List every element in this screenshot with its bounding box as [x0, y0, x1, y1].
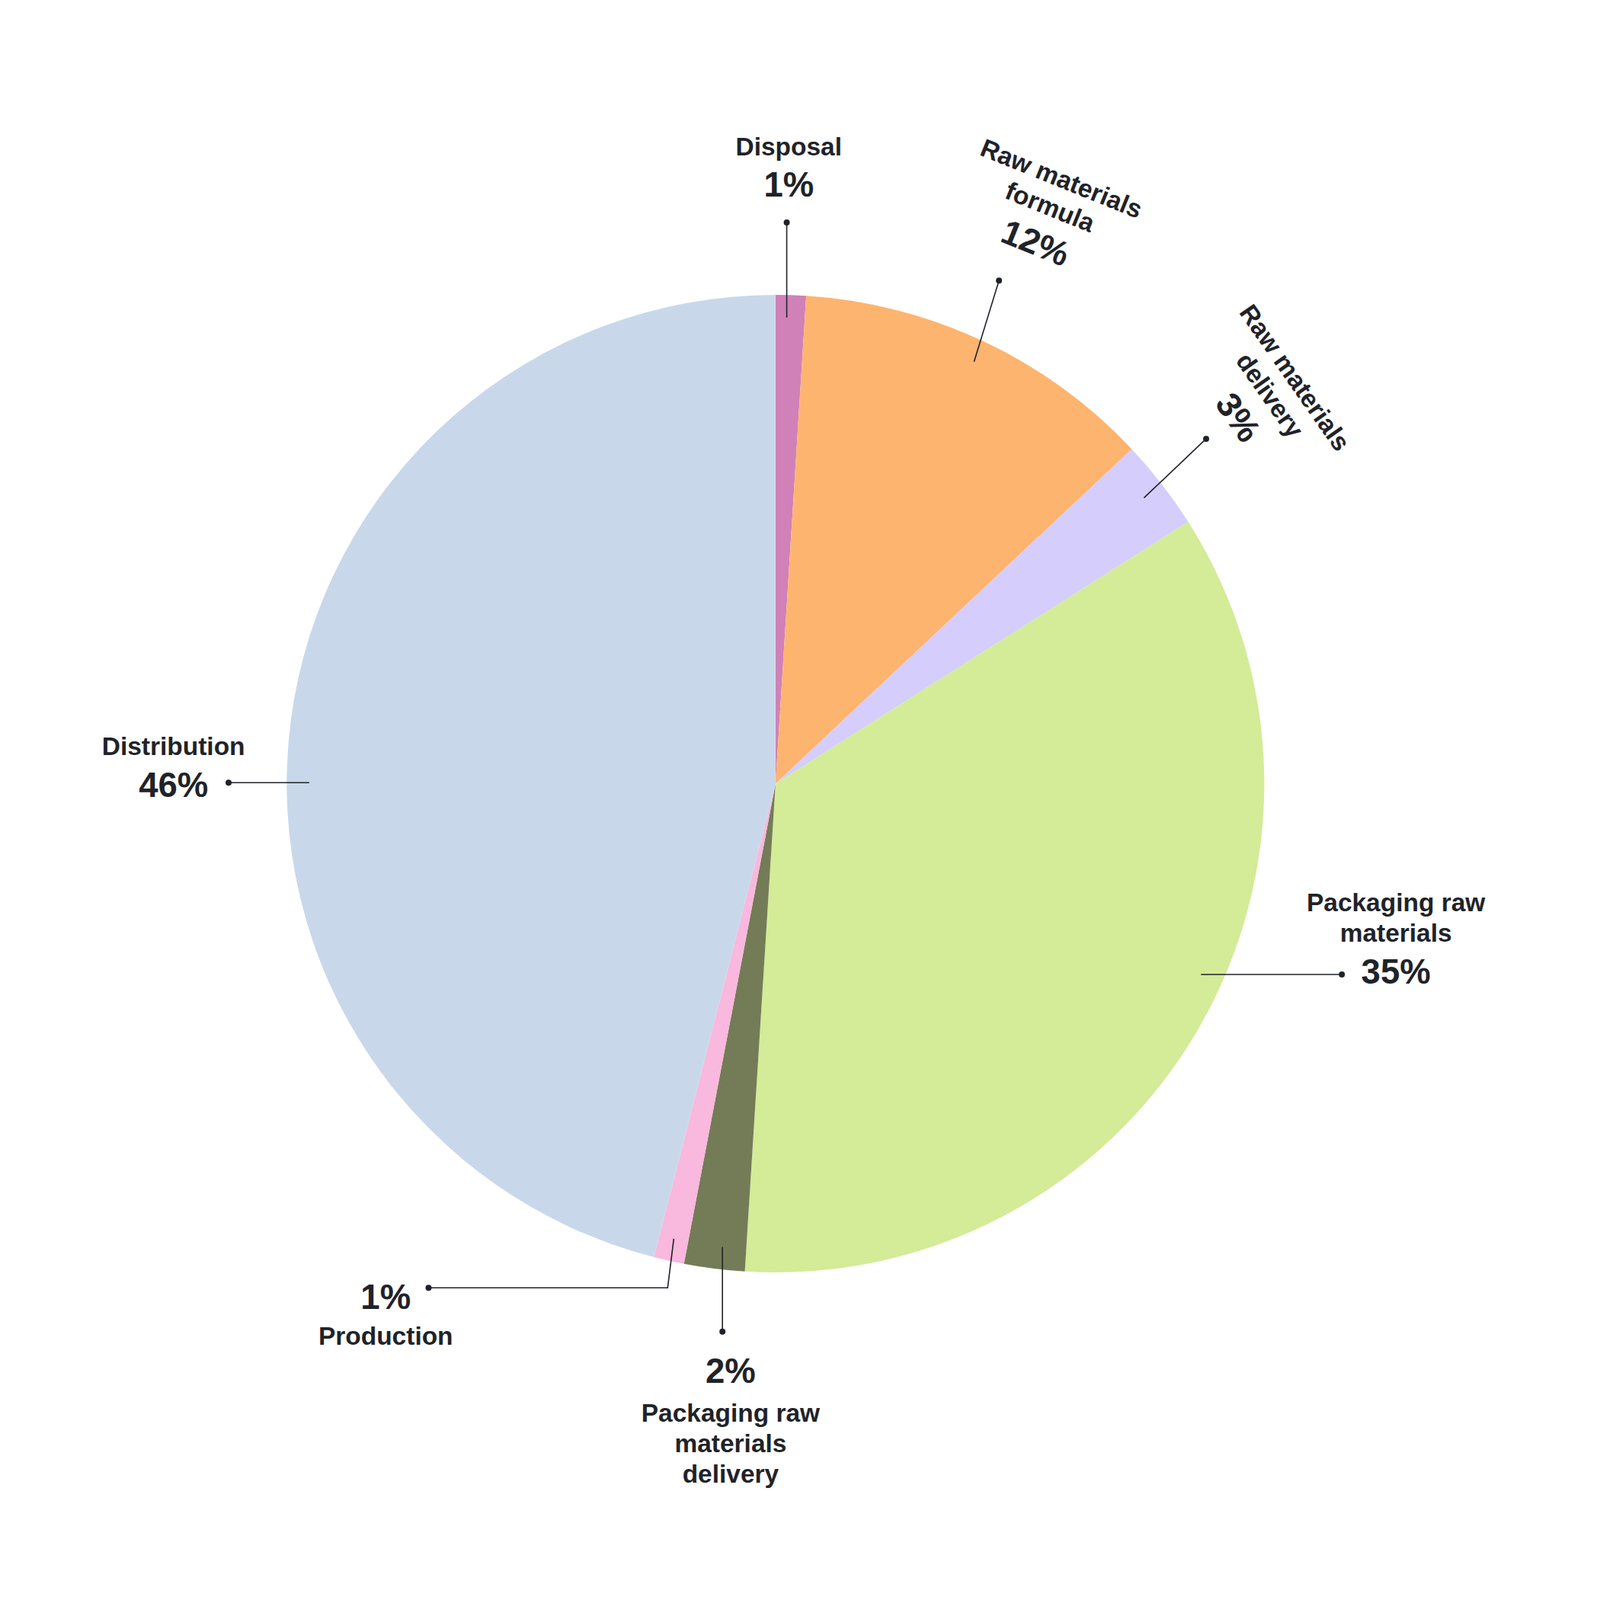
value-label: 2%: [705, 1351, 756, 1391]
slice-label: Packaging rawmaterialsdelivery 2%: [641, 1351, 821, 1488]
leader-dot: [784, 219, 791, 226]
category-label-line: Packaging raw: [641, 1398, 821, 1428]
value-label: 1%: [360, 1277, 411, 1317]
leader-line: [786, 222, 788, 318]
category-label: Disposal: [736, 132, 843, 161]
category-label: Distribution: [102, 732, 246, 761]
value-label: 12%: [995, 211, 1076, 274]
category-label: Raw materialsdelivery: [1209, 299, 1356, 474]
leader-line: [428, 1238, 675, 1288]
leader-dot: [1203, 435, 1210, 442]
pie-slice: [745, 521, 1265, 1273]
category-label: Production: [318, 1321, 454, 1351]
leader-line: [1143, 438, 1207, 499]
leader-line: [228, 781, 310, 784]
leader-dot: [995, 277, 1002, 284]
pie-slice: [286, 294, 776, 1258]
slice-label: Raw materialsformula12%: [948, 133, 1146, 294]
value-label: 35%: [1361, 952, 1431, 992]
category-label: Packaging rawmaterialsdelivery: [641, 1398, 821, 1488]
slice-label: Disposal 1%: [736, 132, 843, 205]
chart-root: Disposal1%Raw materialsformula12%Raw mat…: [0, 0, 1600, 1600]
labels: Disposal1%Raw materialsformula12%Raw mat…: [102, 132, 1487, 1488]
value-label: 3%: [1207, 385, 1269, 449]
leader-line: [973, 280, 999, 362]
leader-line: [1200, 973, 1342, 976]
value-label: 1%: [763, 165, 814, 205]
category-label-line: delivery: [682, 1459, 780, 1488]
category-label-line: Packaging raw: [1306, 888, 1486, 917]
category-label-line: Disposal: [736, 132, 843, 161]
leader-dot: [719, 1328, 726, 1335]
leader-dot: [1338, 971, 1345, 978]
category-label-line: materials: [674, 1429, 787, 1458]
leader-dot: [225, 779, 232, 786]
category-label-line: materials: [1340, 918, 1453, 948]
category-label-line: Distribution: [102, 732, 246, 761]
slice-label: Distribution 46%: [102, 732, 246, 805]
pie: [286, 294, 1264, 1273]
leader-dot: [425, 1284, 432, 1291]
category-label-line: Production: [318, 1321, 454, 1351]
background: [0, 0, 1600, 1600]
slice-label: Raw materialsdelivery3%: [1173, 299, 1357, 500]
slice-label: Packaging rawmaterials35%: [1306, 888, 1486, 992]
leader-line: [721, 1247, 724, 1332]
slice-label: Production 1%: [318, 1277, 454, 1351]
category-label: Packaging rawmaterials: [1306, 888, 1486, 948]
value-label: 46%: [138, 765, 208, 805]
